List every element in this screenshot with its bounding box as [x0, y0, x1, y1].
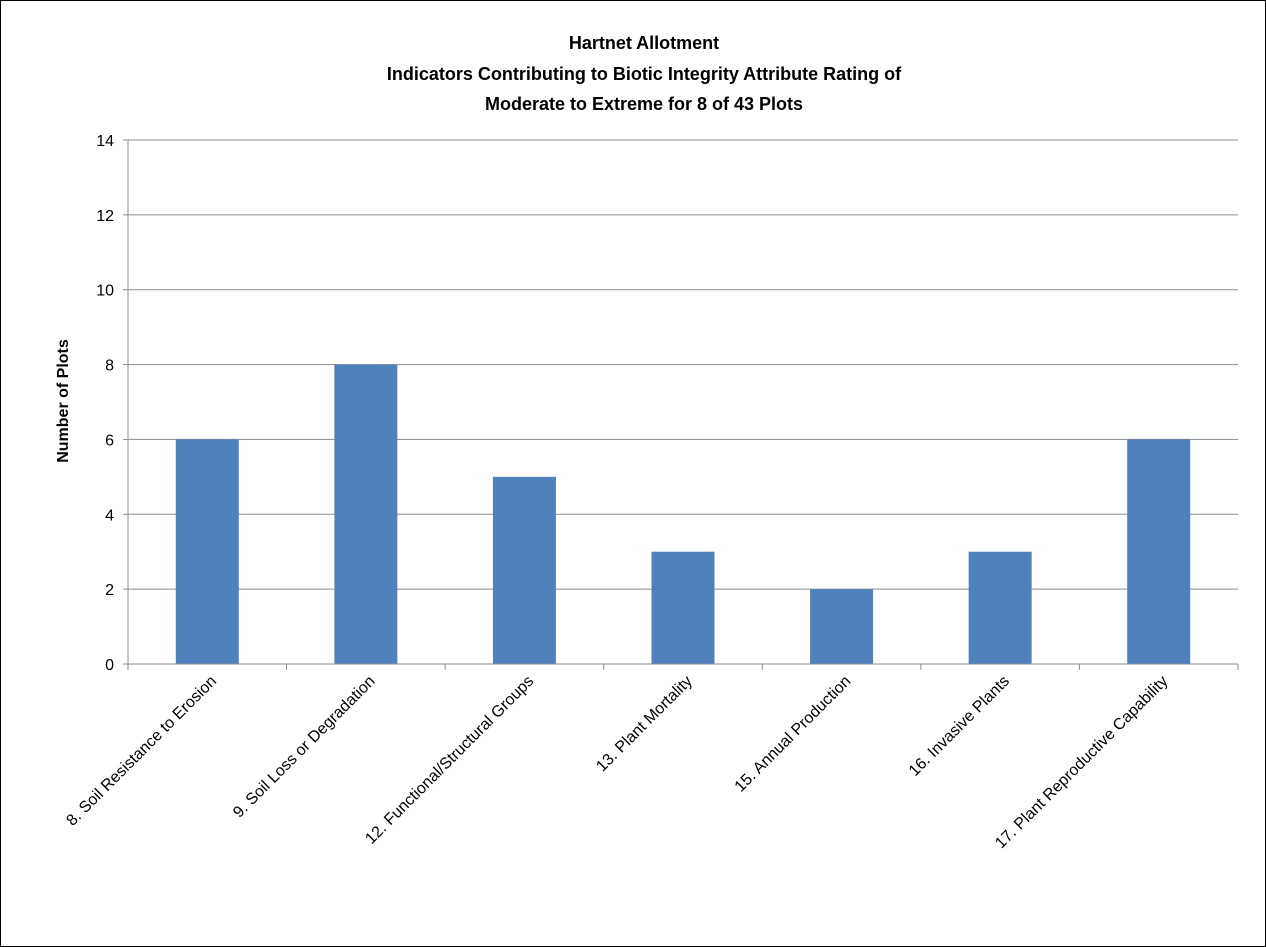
bars [175, 364, 1191, 664]
chart-title: Hartnet Allotment Indicators Contributin… [387, 33, 902, 114]
y-tick-label: 12 [96, 208, 114, 225]
bar [968, 551, 1032, 664]
x-tick-label: 15. Annual Production [732, 673, 855, 796]
bar [1127, 439, 1191, 664]
x-tick-label: 12. Functional/Structural Groups [362, 673, 537, 848]
chart-title-line-3: Moderate to Extreme for 8 of 43 Plots [485, 94, 803, 114]
y-tick-label: 2 [105, 582, 114, 599]
bar [175, 439, 239, 664]
bar [334, 364, 398, 664]
y-axis-label: Number of Plots [55, 339, 72, 463]
axes [123, 139, 1239, 670]
x-tick-label: 9. Soil Loss or Degradation [230, 673, 378, 821]
bar [651, 551, 715, 664]
x-tick-label: 13. Plant Mortality [593, 673, 696, 776]
bar [492, 476, 556, 664]
y-tick-label: 8 [105, 358, 114, 375]
x-tick-label: 8. Soil Resistance to Erosion [63, 673, 220, 830]
chart-title-line-2: Indicators Contributing to Biotic Integr… [387, 64, 902, 84]
x-tick-label: 17. Plant Reproductive Capability [992, 673, 1171, 852]
gridlines [128, 139, 1238, 590]
y-tick-labels: 0 2 4 6 8 10 12 14 [96, 133, 114, 674]
y-tick-label: 0 [105, 657, 114, 674]
y-tick-label: 4 [105, 507, 114, 524]
bar [810, 589, 874, 664]
y-tick-label: 14 [96, 133, 114, 150]
x-tick-labels: 8. Soil Resistance to Erosion 9. Soil Los… [63, 673, 1171, 852]
x-tick-label: 16. Invasive Plants [906, 673, 1013, 780]
y-tick-label: 10 [96, 283, 114, 300]
y-tick-label: 6 [105, 432, 114, 449]
chart-title-line-1: Hartnet Allotment [569, 33, 719, 53]
